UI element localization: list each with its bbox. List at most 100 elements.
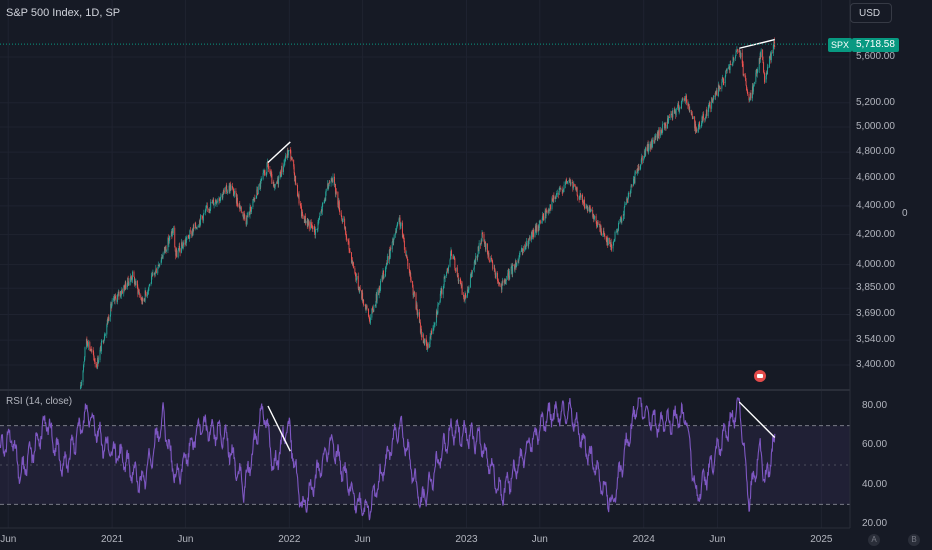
down-candle	[221, 194, 223, 198]
up-candle	[371, 308, 373, 318]
up-candle	[151, 274, 153, 277]
down-candle	[467, 289, 469, 293]
rsi-trendline	[267, 405, 291, 452]
down-candle	[229, 185, 231, 192]
down-candle	[678, 104, 680, 111]
down-candle	[254, 197, 256, 199]
down-candle	[585, 206, 587, 208]
up-candle	[159, 263, 161, 267]
down-candle	[290, 158, 292, 160]
up-candle	[257, 186, 259, 194]
up-candle	[117, 293, 119, 296]
down-candle	[332, 181, 333, 183]
up-candle	[468, 287, 470, 290]
up-candle	[286, 150, 288, 158]
currency-button[interactable]: USD	[850, 3, 892, 23]
up-candle	[701, 116, 703, 124]
down-candle	[571, 182, 573, 184]
up-candle	[439, 293, 441, 302]
up-candle	[228, 185, 230, 192]
up-candle	[503, 279, 505, 283]
up-candle	[120, 293, 122, 296]
up-candle	[713, 95, 715, 100]
trendline-annotations[interactable]	[267, 38, 776, 452]
up-candle	[321, 204, 323, 212]
down-candle	[481, 240, 483, 242]
down-candle	[402, 235, 404, 238]
up-candle	[128, 281, 130, 286]
up-candle	[84, 357, 85, 362]
down-candle	[667, 118, 669, 124]
down-candle	[361, 290, 363, 299]
down-candle	[460, 283, 462, 286]
down-candle	[226, 192, 228, 193]
up-candle	[332, 176, 334, 183]
down-candle	[494, 267, 496, 271]
up-candle	[699, 126, 701, 128]
up-candle	[487, 252, 489, 256]
up-candle	[331, 178, 333, 182]
up-candle	[320, 211, 322, 216]
down-candle	[100, 346, 102, 352]
up-candle	[474, 261, 476, 263]
down-candle	[535, 226, 537, 232]
up-candle	[538, 220, 540, 228]
dividend-event-icon[interactable]	[752, 368, 768, 384]
up-candle	[718, 86, 720, 88]
price-tick-label: 3,400.00	[856, 359, 895, 370]
up-candle	[634, 172, 636, 183]
down-candle	[427, 343, 429, 348]
down-candle	[610, 242, 612, 248]
up-candle	[470, 273, 472, 278]
up-candle	[263, 170, 265, 173]
up-candle	[469, 277, 471, 288]
down-candle	[406, 257, 408, 260]
up-candle	[535, 224, 537, 232]
up-candle	[344, 227, 346, 229]
up-candle	[310, 221, 312, 229]
down-candle	[657, 132, 659, 137]
log-scale-button[interactable]: B	[908, 534, 920, 546]
down-candle	[181, 242, 183, 247]
up-candle	[520, 249, 522, 252]
down-candle	[249, 211, 250, 216]
up-candle	[548, 209, 549, 213]
up-candle	[633, 178, 634, 186]
rsi-panel-title[interactable]: RSI (14, close)	[6, 396, 73, 407]
down-candle	[627, 199, 629, 201]
up-candle	[126, 284, 128, 289]
down-candle	[131, 277, 133, 281]
down-candle	[134, 281, 136, 286]
down-candle	[367, 308, 369, 316]
up-candle	[660, 130, 662, 136]
up-candle	[168, 236, 170, 242]
up-candle	[113, 298, 115, 301]
up-candle	[263, 172, 265, 174]
up-candle	[551, 198, 553, 210]
down-candle	[89, 342, 91, 350]
chart-title[interactable]: S&P 500 Index, 1D, SP	[6, 7, 121, 19]
up-candle	[466, 295, 468, 298]
up-candle	[617, 230, 619, 232]
up-candle	[242, 212, 244, 213]
down-candle	[172, 231, 174, 233]
up-candle	[695, 129, 697, 133]
auto-scale-button[interactable]: A	[868, 534, 880, 546]
down-candle	[314, 232, 316, 235]
down-candle	[702, 113, 704, 119]
down-candle	[277, 177, 279, 185]
down-candle	[656, 134, 658, 140]
up-candle	[691, 113, 693, 115]
up-candle	[599, 223, 600, 225]
up-candle	[549, 204, 551, 211]
down-candle	[750, 92, 752, 99]
up-candle	[663, 123, 665, 125]
up-candle	[435, 311, 437, 323]
down-candle	[441, 289, 443, 295]
down-candle	[363, 299, 365, 305]
up-candle	[563, 184, 565, 190]
up-candle	[475, 255, 477, 265]
down-candle	[580, 193, 582, 198]
up-candle	[707, 108, 709, 117]
